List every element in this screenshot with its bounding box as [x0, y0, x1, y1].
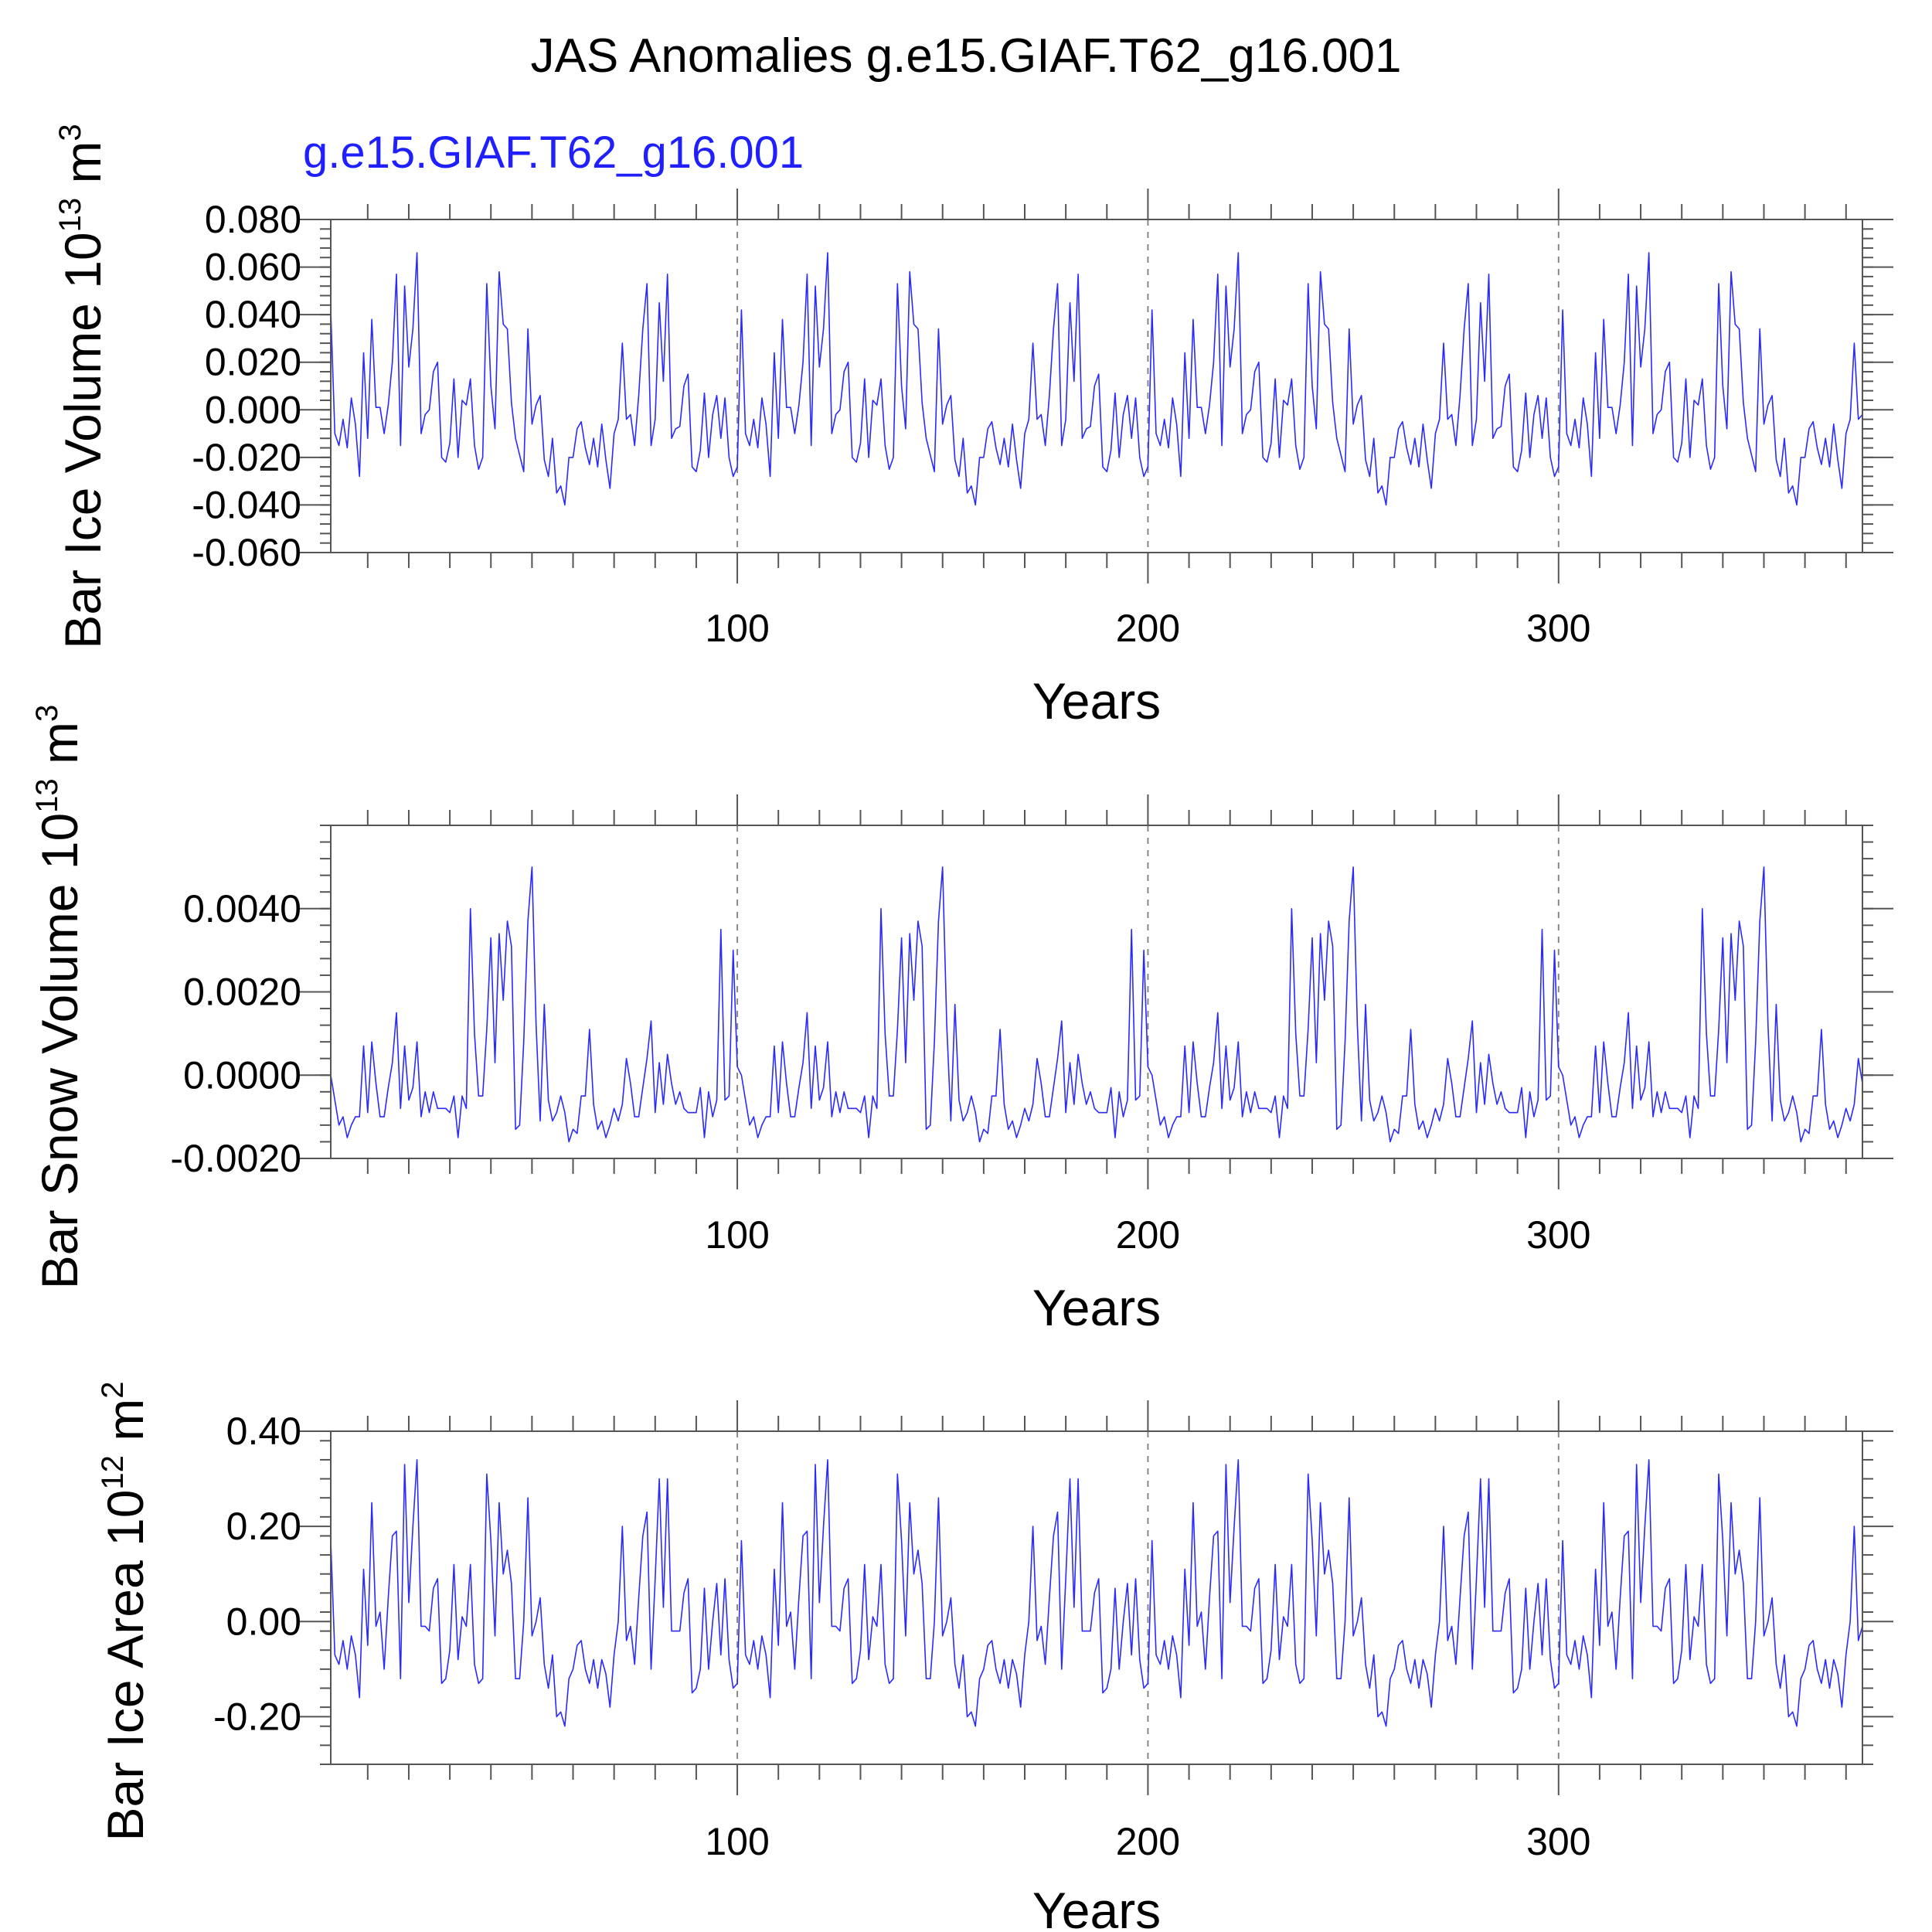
x-axis-label: Years: [1032, 672, 1161, 730]
y-axis-label: Bar Snow Volume 1013 m3: [30, 705, 88, 1289]
x-tick-label: 200: [1116, 1213, 1180, 1257]
y-tick-label: 0.000: [205, 388, 301, 431]
panel-2: 100 200 300 -0.0020 0.0000 0.0020 0.0040 Years B…: [30, 705, 1893, 1336]
subtitle: g.e15.GIAF.T62_g16.001: [303, 128, 804, 178]
y-tick-label: 0.0020: [183, 971, 301, 1014]
x-tick-label: 200: [1116, 1820, 1180, 1863]
y-tick-label: 0.40: [226, 1410, 301, 1453]
y-axis-label: Bar Ice Area 1012 m2: [96, 1381, 154, 1841]
panels: 100 200 300 -0.060 -0.040-0.020 0.0000.020 0.0…: [30, 124, 1893, 1932]
y-tick-label: -0.0020: [170, 1137, 301, 1180]
y-tick-label: 0.020: [205, 341, 301, 384]
y-tick-label: 0.0040: [183, 887, 301, 930]
y-tick-label: -0.020: [192, 436, 301, 479]
x-tick-label: 100: [705, 1820, 769, 1863]
x-tick-label: 200: [1116, 607, 1180, 650]
plot-frame: [330, 1430, 1863, 1765]
y-axis-label: Bar Ice Volume 1013 m3: [53, 124, 111, 648]
y-tick-label: 0.080: [205, 198, 301, 241]
y-tick-label: 0.060: [205, 246, 301, 289]
y-tick-label: -0.060: [192, 531, 301, 574]
plot-frame: [330, 219, 1863, 553]
x-axis-label: Years: [1032, 1882, 1161, 1932]
x-tick-label: 100: [705, 1213, 769, 1257]
y-tick-label: -0.040: [192, 483, 301, 526]
x-tick-label: 100: [705, 607, 769, 650]
y-tick-label: 0.040: [205, 293, 301, 336]
panel-1: 100 200 300 -0.060 -0.040-0.020 0.0000.020 0.0…: [53, 124, 1893, 730]
series-line-1: [330, 1459, 1863, 1727]
x-axis-label: Years: [1032, 1279, 1161, 1336]
y-tick-label: 0.00: [226, 1600, 301, 1643]
series-line-1: [330, 252, 1863, 506]
panel-3: 100 200 300 -0.20 0.00 0.20 0.40 Years Bar Ice A…: [96, 1381, 1893, 1932]
y-tick-label: -0.20: [213, 1695, 301, 1738]
x-tick-label: 300: [1526, 607, 1590, 650]
x-tick-label: 300: [1526, 1213, 1590, 1257]
y-tick-label: 0.0000: [183, 1053, 301, 1097]
x-tick-label: 300: [1526, 1820, 1590, 1863]
y-tick-label: 0.20: [226, 1505, 301, 1548]
main-title: JAS Anomalies g.e15.GIAF.T62_g16.001: [530, 29, 1401, 83]
series-line-1: [330, 866, 1863, 1143]
